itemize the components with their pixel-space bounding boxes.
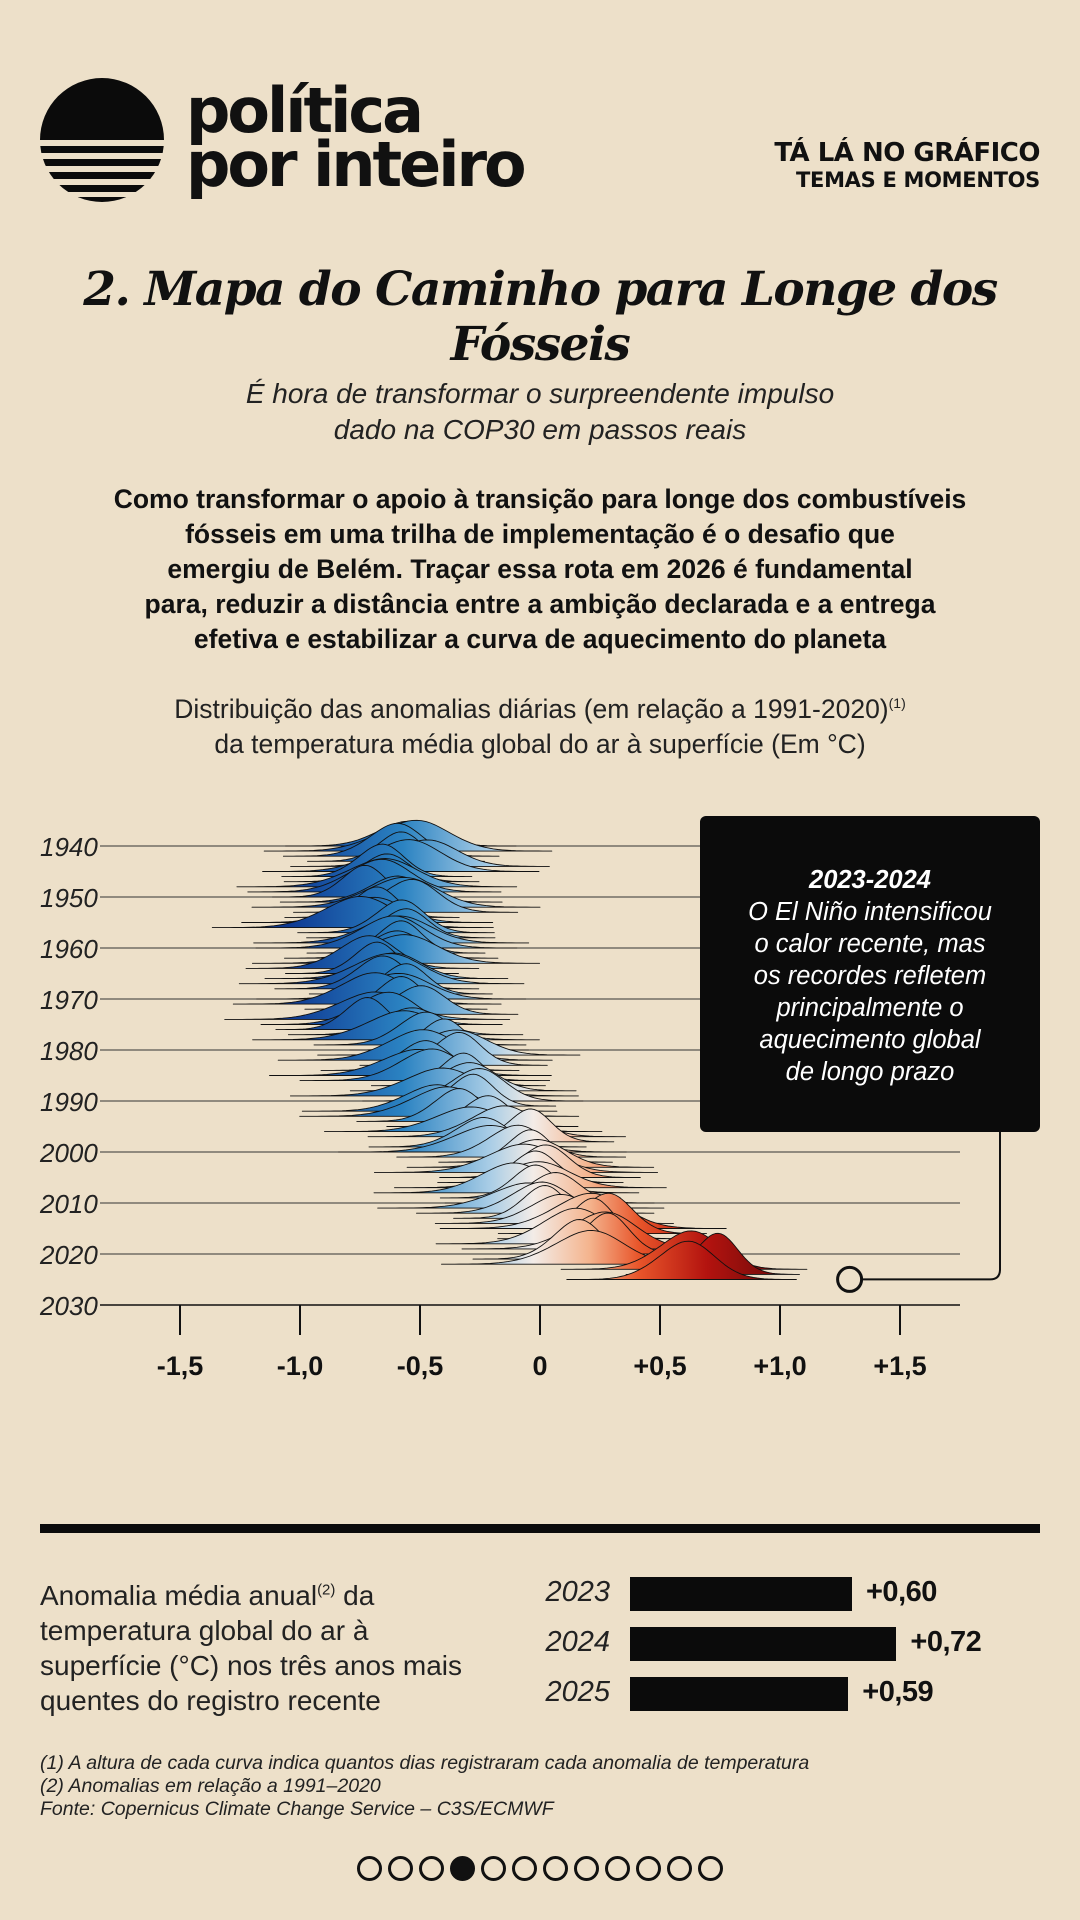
ridge-2000 <box>338 1124 627 1153</box>
ridge-1986 <box>299 1048 551 1082</box>
pagination-dot[interactable] <box>512 1856 537 1881</box>
chart-caption-text: Distribuição das anomalias diárias (em r… <box>174 694 889 724</box>
subtitle-line: É hora de transformar o surpreendente im… <box>245 378 835 409</box>
ridge-2025 <box>566 1240 797 1280</box>
callout-text-line: O El Niño intensificou <box>748 898 992 926</box>
source-note: Fonte: Copernicus Climate Change Service… <box>40 1798 554 1820</box>
y-tick-label: 1990 <box>40 1087 98 1117</box>
ridge-2004 <box>373 1143 659 1173</box>
brand-name-line2: por inteiro <box>186 128 527 201</box>
y-tick-label: 1950 <box>40 883 98 913</box>
annotation-callout: 2023-2024 O El Niño intensificou o calor… <box>700 816 1040 1132</box>
body-text-line: fósseis em uma trilha de implementação é… <box>185 519 895 549</box>
pagination-dot[interactable] <box>357 1856 382 1881</box>
y-tick-label: 2010 <box>39 1189 98 1219</box>
annual-anomaly-text-line: quentes do registro recente <box>40 1685 381 1716</box>
bar-category-label: 2025 <box>545 1676 610 1708</box>
bar-2024 <box>630 1627 897 1661</box>
y-tick-label: 1960 <box>40 934 98 964</box>
pagination-dot[interactable] <box>605 1856 630 1881</box>
ridge-1971 <box>232 972 502 1005</box>
ridge-1968 <box>274 955 480 990</box>
annual-anomaly-text-line: superfície (°C) nos três anos mais <box>40 1650 463 1681</box>
callout-text-line: principalmente o <box>776 994 964 1022</box>
body-text-line: Como transformar o apoio à transição par… <box>113 484 967 514</box>
chart-caption-line1: Distribuição das anomalias diárias (em r… <box>0 694 1080 725</box>
annual-anomaly-text-line: Anomalia média anual(2) da <box>40 1580 374 1612</box>
callout-text-line: o calor recente, mas <box>754 930 986 958</box>
callout-title: 2023-2024 <box>809 866 931 894</box>
footnote-ref: (1) <box>888 695 906 712</box>
bar-category-label: 2023 <box>545 1576 610 1608</box>
section-subtag: TEMAS E MOMENTOS <box>796 168 1040 192</box>
ridge-1956 <box>211 896 494 929</box>
highlight-marker <box>836 1265 864 1293</box>
body-text-line: emergiu de Belém. Traçar essa rota em 20… <box>167 554 913 584</box>
y-tick-label: 1940 <box>40 832 98 862</box>
bar-value-label: +0,60 <box>866 1576 937 1608</box>
y-tick-label: 1980 <box>40 1036 98 1066</box>
pagination-dot[interactable] <box>481 1856 506 1881</box>
y-tick-label: 2020 <box>39 1240 98 1270</box>
subtitle-line: dado na COP30 em passos reais <box>333 414 747 445</box>
callout-text-line: os recordes refletem <box>753 962 987 990</box>
logo-sun-icon <box>40 78 164 202</box>
y-tick-label: 2000 <box>39 1138 98 1168</box>
section-tag: TÁ LÁ NO GRÁFICO <box>774 138 1040 168</box>
x-tick-label: 0 <box>532 1351 547 1381</box>
pagination-dot[interactable] <box>667 1856 692 1881</box>
body-text-line: efetiva e estabilizar a curva de aquecim… <box>193 624 887 654</box>
bar-category-label: 2024 <box>545 1626 610 1658</box>
bar-value-label: +0,72 <box>910 1626 982 1658</box>
ridgeline-chart: 1940 1950 1960 1970 1980 1990 2000 2010 2020 2030… <box>39 819 1001 1381</box>
ridge-2008 <box>373 1162 640 1194</box>
page-title: 2. Mapa do Caminho para Longe dos Fóssei… <box>83 262 998 372</box>
section-divider <box>40 1524 1040 1533</box>
bar-2023 <box>630 1577 852 1611</box>
pagination-dot[interactable] <box>388 1856 413 1881</box>
pagination-dot[interactable] <box>574 1856 599 1881</box>
callout-text-line: de longo prazo <box>785 1058 955 1086</box>
pagination-dot[interactable] <box>450 1856 475 1881</box>
pagination-dot[interactable] <box>543 1856 568 1881</box>
y-tick-label: 2030 <box>39 1291 98 1321</box>
pagination-dot[interactable] <box>698 1856 723 1881</box>
x-tick-label: +1,5 <box>873 1351 926 1381</box>
bar-value-label: +0,59 <box>862 1676 934 1708</box>
annual-anomaly-label-end: da <box>335 1580 375 1611</box>
footnote: (2) Anomalias em relação a 1991–2020 <box>40 1775 381 1797</box>
x-tick-label: -1,0 <box>277 1351 324 1381</box>
x-tick-label: +0,5 <box>633 1351 686 1381</box>
ridge-1978 <box>252 1010 540 1041</box>
footnote-ref: (2) <box>317 1581 336 1599</box>
brand-name-line1: política <box>186 74 424 147</box>
x-tick-label: +1,0 <box>753 1351 806 1381</box>
body-text-line: para, reduzir a distância entre a ambiçã… <box>144 589 936 619</box>
x-tick-label: -0,5 <box>397 1351 444 1381</box>
x-tick-label: -1,5 <box>157 1351 204 1381</box>
footnote: (1) A altura de cada curva indica quanto… <box>40 1752 810 1774</box>
pagination-dots[interactable] <box>0 1856 1080 1886</box>
callout-text-line: aquecimento global <box>759 1026 981 1054</box>
chart-caption-line2: da temperatura média global do ar à supe… <box>214 729 866 759</box>
ridge-1989 <box>289 1067 579 1097</box>
annual-anomaly-text-line: temperatura global do ar à <box>40 1615 369 1646</box>
pagination-dot[interactable] <box>636 1856 661 1881</box>
y-tick-label: 1970 <box>40 985 98 1015</box>
bar-2025 <box>630 1677 849 1711</box>
annual-anomaly-label: Anomalia média anual <box>40 1580 318 1611</box>
pagination-dot[interactable] <box>419 1856 444 1881</box>
callout-leader-line <box>862 1130 1001 1281</box>
